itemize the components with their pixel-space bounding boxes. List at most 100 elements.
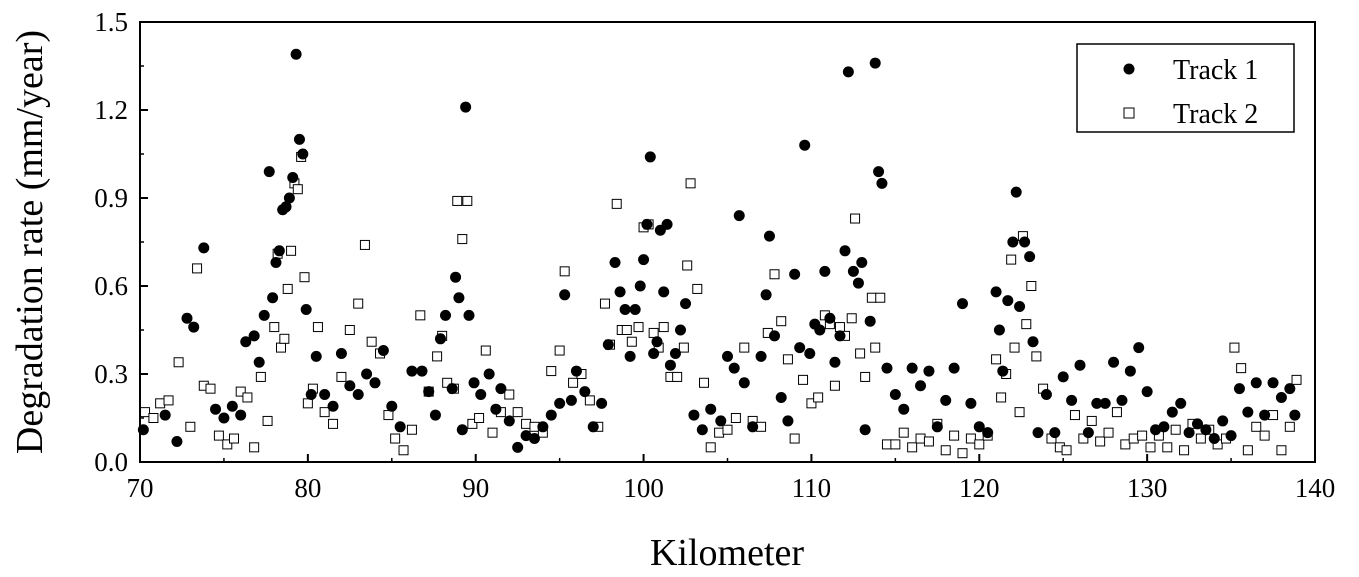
- track-1-point: [906, 362, 918, 374]
- track-2-point: [457, 234, 468, 245]
- track-1-point: [1032, 427, 1044, 439]
- track-1-point: [305, 389, 317, 401]
- track-2-point: [242, 392, 253, 403]
- track-2-point: [255, 371, 266, 382]
- track-1-point: [369, 377, 381, 389]
- track-1-point: [1275, 391, 1287, 403]
- track-1-point: [1150, 424, 1162, 436]
- track-2-point: [806, 398, 817, 409]
- track-1-point: [824, 312, 836, 324]
- track-1-point: [429, 409, 441, 421]
- track-2-point: [312, 322, 323, 333]
- track-2-point: [1251, 421, 1262, 432]
- track-1-point: [218, 412, 230, 424]
- track-2-point: [881, 439, 892, 450]
- track-1-point: [503, 415, 515, 427]
- track-1-point: [335, 347, 347, 359]
- track-1-point: [794, 342, 806, 354]
- track-1-point: [248, 330, 260, 342]
- track-2-point: [185, 421, 196, 432]
- track-1-point: [869, 57, 881, 69]
- track-1-point: [446, 383, 458, 395]
- track-2-point: [336, 371, 347, 382]
- track-1-point: [722, 350, 733, 362]
- track-2-point: [554, 345, 565, 356]
- track-1-point: [456, 424, 468, 436]
- track-2-point: [192, 263, 203, 274]
- track-2-point: [1276, 445, 1287, 456]
- x-tick-label: 80: [294, 473, 321, 503]
- track-1-point: [263, 166, 275, 178]
- track-1-point: [638, 254, 650, 266]
- track-2-point: [1103, 427, 1114, 438]
- track-2-point: [890, 439, 901, 450]
- track-1-point: [852, 277, 864, 289]
- track-1-point: [789, 268, 801, 280]
- track-2-point: [1069, 410, 1080, 421]
- track-1-point: [819, 265, 831, 277]
- track-2-point: [276, 342, 286, 353]
- track-1-point: [644, 151, 656, 163]
- track-1-point: [434, 333, 446, 345]
- track-1-point: [688, 409, 700, 421]
- track-1-point: [747, 421, 759, 433]
- track-1-point: [344, 380, 356, 392]
- track-2-point: [1026, 281, 1037, 291]
- track-1-point: [876, 177, 888, 189]
- y-tick-label: 0.3: [94, 359, 128, 389]
- track-2-point: [798, 374, 809, 385]
- track-1-point: [1007, 236, 1019, 248]
- track-1-point: [1267, 377, 1279, 389]
- y-tick-label: 0.6: [94, 271, 128, 301]
- track-2-point: [292, 184, 303, 195]
- x-tick-label: 110: [792, 473, 832, 503]
- track-1-point: [1066, 394, 1078, 406]
- track-2-point: [406, 424, 417, 435]
- track-1-point: [453, 292, 465, 304]
- track-1-point: [982, 427, 994, 439]
- track-1-point: [327, 400, 339, 412]
- track-1-point: [181, 312, 193, 324]
- track-2-point: [658, 322, 669, 333]
- track-1-point: [1242, 406, 1254, 418]
- track-2-point: [699, 377, 709, 388]
- track-2-point: [949, 430, 960, 441]
- track-2-point: [546, 366, 557, 377]
- track-1-point: [596, 397, 608, 409]
- track-2-point: [1229, 342, 1240, 353]
- track-1-point: [957, 298, 968, 310]
- track-2-point: [452, 195, 463, 206]
- track-2-point: [213, 430, 224, 441]
- track-2-point: [940, 445, 951, 456]
- track-2-point: [487, 427, 498, 438]
- track-1-point: [1002, 295, 1014, 307]
- track-2-point: [279, 333, 290, 344]
- track-2-point: [769, 269, 780, 280]
- track-1-point: [859, 424, 871, 436]
- track-1-point: [1024, 251, 1036, 263]
- track-1-point: [775, 391, 787, 403]
- track-1-point: [258, 309, 270, 321]
- track-1-point: [490, 403, 502, 415]
- track-1-point: [873, 166, 885, 178]
- track-1-point: [226, 400, 238, 412]
- track-1-point: [634, 280, 646, 292]
- track-2-point: [1284, 421, 1295, 432]
- track-2-point: [235, 386, 246, 397]
- track-1-point: [1141, 386, 1153, 398]
- track-2-point: [957, 448, 968, 459]
- track-1-point: [804, 347, 816, 359]
- track-2-point: [282, 283, 293, 294]
- track-2-point: [344, 325, 355, 335]
- track-1-point: [915, 380, 927, 392]
- track-2-point: [672, 371, 683, 382]
- track-1-point: [658, 286, 670, 298]
- track-2-point: [229, 433, 239, 444]
- track-1-point: [1200, 424, 1212, 436]
- track-2-point: [782, 354, 793, 365]
- track-1-point: [728, 362, 740, 374]
- x-axis-title: Kilometer: [650, 532, 804, 574]
- track-1-point: [273, 245, 285, 257]
- track-2-point: [714, 427, 725, 438]
- track-2-point: [870, 342, 881, 353]
